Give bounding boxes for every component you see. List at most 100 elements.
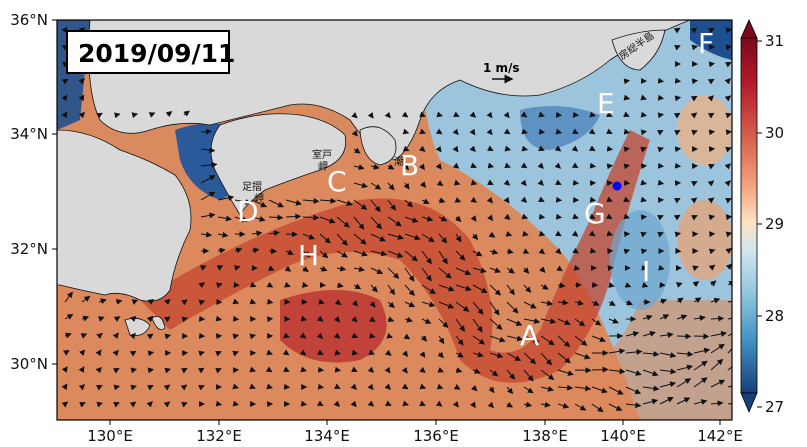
velocity-arrow bbox=[708, 164, 715, 170]
velocity-arrow bbox=[316, 315, 324, 322]
velocity-arrow bbox=[283, 332, 290, 339]
cold-eddy-i bbox=[610, 210, 670, 310]
velocity-arrow bbox=[351, 332, 359, 339]
velocity-arrow bbox=[351, 130, 358, 137]
velocity-arrow bbox=[353, 266, 365, 273]
velocity-arrow bbox=[115, 298, 123, 305]
velocity-arrow bbox=[469, 401, 476, 409]
velocity-arrow bbox=[540, 369, 555, 381]
muroto-label-2: 岬 bbox=[318, 161, 328, 173]
velocity-arrow bbox=[64, 313, 74, 320]
region-label-g: G bbox=[584, 197, 606, 230]
velocity-arrow bbox=[574, 403, 587, 411]
velocity-arrow bbox=[659, 397, 674, 405]
velocity-arrow bbox=[438, 197, 446, 204]
velocity-arrow bbox=[554, 179, 562, 185]
velocity-arrow bbox=[64, 332, 72, 339]
velocity-arrow bbox=[588, 230, 596, 237]
velocity-arrow bbox=[504, 213, 511, 220]
velocity-arrow bbox=[455, 233, 462, 243]
velocity-arrow bbox=[98, 298, 107, 305]
velocity-arrow bbox=[436, 180, 444, 186]
velocity-arrow bbox=[384, 111, 391, 119]
velocity-arrow bbox=[690, 95, 698, 102]
velocity-arrow bbox=[589, 196, 597, 203]
warm-eddy-east bbox=[677, 200, 732, 280]
velocity-arrow bbox=[200, 191, 216, 201]
velocity-arrow bbox=[384, 383, 391, 391]
velocity-arrow bbox=[724, 95, 732, 102]
velocity-arrow bbox=[538, 213, 546, 220]
velocity-arrow bbox=[333, 400, 340, 408]
velocity-arrow bbox=[523, 369, 534, 382]
velocity-arrow bbox=[454, 215, 462, 222]
velocity-arrow bbox=[319, 265, 328, 272]
velocity-arrow bbox=[436, 111, 443, 118]
velocity-arrow bbox=[520, 196, 528, 203]
velocity-arrow bbox=[506, 267, 515, 274]
velocity-arrow bbox=[471, 385, 478, 392]
velocity-arrow bbox=[146, 400, 153, 408]
longitude-axis: 130°E 132°E 134°E 136°E 138°E 140°E 142°… bbox=[87, 420, 743, 445]
velocity-arrow bbox=[657, 94, 665, 101]
velocity-arrow bbox=[95, 366, 102, 374]
velocity-arrow bbox=[401, 366, 408, 374]
velocity-arrow bbox=[455, 250, 466, 261]
velocity-arrow bbox=[470, 179, 478, 186]
velocity-arrow bbox=[673, 130, 681, 136]
velocity-arrow bbox=[370, 216, 383, 230]
velocity-arrow bbox=[302, 250, 311, 258]
velocity-arrow bbox=[419, 351, 426, 358]
velocity-arrow bbox=[370, 267, 384, 274]
plot-frame bbox=[56, 19, 733, 421]
velocity-arrow bbox=[367, 112, 374, 119]
velocity-arrow bbox=[453, 384, 461, 390]
velocity-arrow bbox=[266, 298, 274, 305]
velocity-arrow bbox=[725, 27, 732, 34]
velocity-arrow bbox=[215, 315, 223, 322]
velocity-arrow bbox=[368, 349, 376, 356]
velocity-arrow bbox=[318, 298, 325, 305]
velocity-arrow bbox=[540, 283, 549, 290]
velocity-arrow bbox=[404, 199, 414, 208]
shikoku-land bbox=[210, 113, 347, 216]
velocity-arrow bbox=[146, 333, 154, 340]
velocity-arrow bbox=[589, 162, 597, 169]
velocity-arrow bbox=[370, 250, 388, 257]
velocity-arrow bbox=[96, 332, 103, 340]
velocity-arrow bbox=[300, 400, 308, 407]
velocity-arrow bbox=[605, 213, 613, 220]
velocity-arrow bbox=[452, 111, 460, 117]
velocity-arrow bbox=[402, 350, 408, 358]
velocity-arrow bbox=[554, 145, 562, 152]
velocity-arrow bbox=[539, 266, 546, 273]
velocity-arrow bbox=[284, 265, 292, 272]
velocity-arrow bbox=[489, 352, 504, 359]
velocity-arrow bbox=[316, 349, 324, 355]
velocity-arrow bbox=[334, 349, 342, 356]
velocity-arrow bbox=[421, 233, 435, 243]
velocity-arrow bbox=[606, 111, 613, 117]
velocity-arrow bbox=[521, 213, 529, 220]
velocity-arrow bbox=[452, 145, 459, 153]
velocity-arrow bbox=[472, 284, 488, 293]
velocity-arrow bbox=[249, 333, 257, 340]
velocity-arrow bbox=[469, 111, 477, 118]
velocity-arrow bbox=[607, 265, 614, 272]
velocity-arrow bbox=[249, 366, 256, 373]
velocity-arrow bbox=[472, 335, 486, 345]
velocity-arrow bbox=[353, 164, 365, 171]
velocity-arrow bbox=[455, 318, 465, 332]
velocity-arrow bbox=[556, 265, 563, 272]
velocity-arrow bbox=[387, 233, 404, 240]
velocity-arrow bbox=[608, 282, 615, 288]
velocity-arrow bbox=[571, 230, 579, 237]
velocity-arrow bbox=[61, 401, 69, 408]
velocity-arrow bbox=[251, 247, 260, 254]
velocity-arrow bbox=[333, 315, 341, 323]
velocity-arrow bbox=[62, 349, 70, 356]
velocity-arrow bbox=[589, 247, 597, 254]
velocity-arrow bbox=[640, 196, 647, 203]
velocity-arrow bbox=[690, 197, 698, 204]
velocity-arrow bbox=[147, 350, 155, 357]
